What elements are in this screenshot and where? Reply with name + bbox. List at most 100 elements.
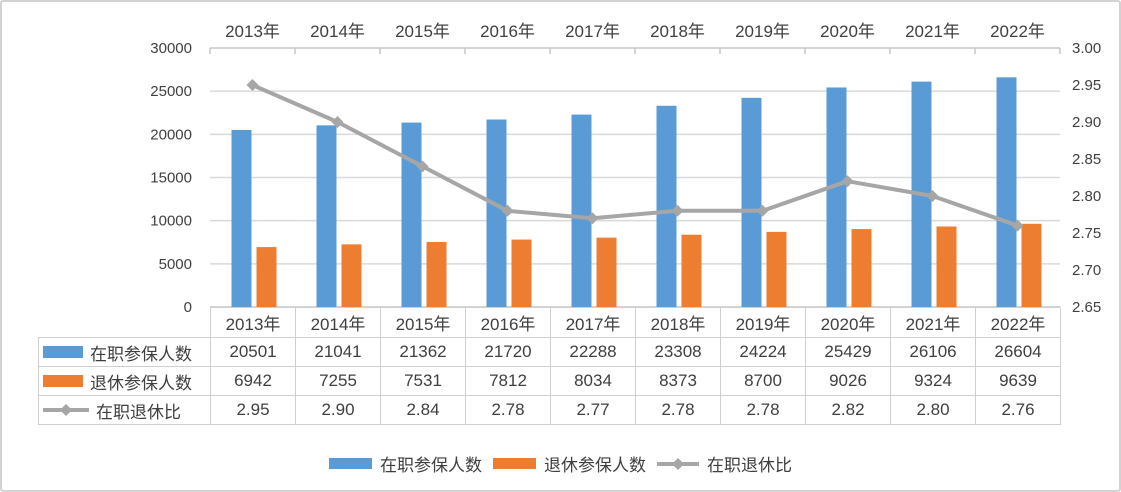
category-label: 2016年 bbox=[480, 22, 535, 41]
table-year-header: 2019年 bbox=[720, 307, 806, 338]
legend-item: 在职参保人数 bbox=[329, 451, 482, 476]
bar-segment bbox=[256, 247, 277, 307]
table-value-cell: 26106 bbox=[890, 337, 976, 367]
bar-segment bbox=[426, 241, 447, 307]
axis-label-right: 2.85 bbox=[1072, 151, 1101, 168]
table-header-row: 2013年 2014年 2015年 2016年 2017年 2018年 2019年 2020年… bbox=[39, 307, 1061, 338]
table-value-cell: 21362 bbox=[380, 337, 466, 367]
axis-label-right: 2.95 bbox=[1072, 77, 1101, 94]
table-value-cell: 2.82 bbox=[805, 395, 891, 425]
table-row-header: 在职参保人数 bbox=[38, 337, 211, 367]
bar-segment bbox=[316, 125, 337, 307]
category-label: 2015年 bbox=[395, 22, 450, 41]
bar-segment bbox=[656, 105, 677, 308]
data-table-wrap: 2013年 2014年 2015年 2016年 2017年 2018年 2019年 2020年… bbox=[38, 307, 1061, 425]
table-value-cell: 8700 bbox=[720, 366, 806, 396]
legend-item: 退休参保人数 bbox=[493, 451, 646, 476]
line-series bbox=[250, 83, 1020, 228]
bar-segment bbox=[1021, 223, 1042, 307]
table-year-header: 2021年 bbox=[890, 307, 976, 338]
table-value-cell: 25429 bbox=[805, 337, 891, 367]
axis-label-left: 30000 bbox=[150, 40, 192, 57]
axis-label-right: 2.90 bbox=[1072, 114, 1101, 131]
row-header-inner: 退休参保人数 bbox=[40, 369, 210, 394]
axis-label-left: 5000 bbox=[159, 256, 192, 273]
category-label: 2018年 bbox=[650, 22, 705, 41]
table-value-cell: 26604 bbox=[975, 337, 1061, 367]
category-label: 2020年 bbox=[820, 22, 875, 41]
table-value-cell: 2.76 bbox=[975, 395, 1061, 425]
axis-label-left: 15000 bbox=[150, 170, 192, 187]
line-point-marker bbox=[671, 204, 684, 217]
bar-segment bbox=[681, 234, 702, 307]
axis-label-right: 3.00 bbox=[1072, 40, 1101, 57]
table-value-cell: 8034 bbox=[550, 366, 636, 396]
line-point-marker bbox=[841, 175, 854, 188]
table-value-cell: 2.78 bbox=[720, 395, 806, 425]
table-year-header: 2013年 bbox=[210, 307, 296, 338]
line-point-marker bbox=[416, 160, 429, 173]
table-row: 在职参保人数 20501 21041 21362 21720 22288 23308 2422… bbox=[38, 337, 1061, 367]
table-value-cell: 9026 bbox=[805, 366, 891, 396]
series-name: 在职参保人数 bbox=[90, 344, 192, 364]
table-value-cell: 2.78 bbox=[635, 395, 721, 425]
table-value-cell: 2.95 bbox=[210, 395, 296, 425]
table-value-cell: 22288 bbox=[550, 337, 636, 367]
table-row: 退休参保人数 6942 7255 7531 7812 8034 8373 8700 9026 93… bbox=[38, 366, 1061, 396]
category-label: 2014年 bbox=[310, 22, 365, 41]
legend-label: 退休参保人数 bbox=[544, 456, 646, 475]
bar-segment bbox=[341, 244, 362, 307]
bar-segment bbox=[741, 97, 762, 307]
category-label: 2017年 bbox=[565, 22, 620, 41]
table-year-header: 2016年 bbox=[465, 307, 551, 338]
line-point-marker bbox=[756, 204, 769, 217]
bar-segment bbox=[936, 226, 957, 307]
category-label: 2021年 bbox=[905, 22, 960, 41]
axis-label-right: 2.65 bbox=[1072, 299, 1101, 316]
legend-bar-swatch-icon bbox=[493, 458, 536, 469]
table-row-header: 在职退休比 bbox=[38, 395, 211, 425]
table-value-cell: 7812 bbox=[465, 366, 551, 396]
bar-segment bbox=[851, 229, 872, 307]
bar-segment bbox=[826, 87, 847, 307]
category-label: 2022年 bbox=[990, 22, 1045, 41]
table-value-cell: 2.77 bbox=[550, 395, 636, 425]
table-row: 在职退休比 2.95 2.90 2.84 2.78 2.77 2.78 2.78 2.82 2.8… bbox=[38, 395, 1061, 425]
table-value-cell: 9324 bbox=[890, 366, 976, 396]
table-value-cell: 9639 bbox=[975, 366, 1061, 396]
table-year-header: 2020年 bbox=[805, 307, 891, 338]
bar-segment bbox=[401, 122, 422, 307]
bar-segment bbox=[571, 114, 592, 308]
line-point-marker bbox=[586, 212, 599, 225]
table-value-cell: 21041 bbox=[295, 337, 381, 367]
legend-item: 在职退休比 bbox=[657, 451, 792, 476]
category-label: 2019年 bbox=[735, 22, 790, 41]
table-value-cell: 20501 bbox=[210, 337, 296, 367]
row-header-inner: 在职退休比 bbox=[40, 398, 210, 423]
bar-segment bbox=[231, 130, 252, 307]
table-row-header: 退休参保人数 bbox=[38, 366, 211, 396]
bar-segment bbox=[996, 77, 1017, 307]
table-value-cell: 2.80 bbox=[890, 395, 976, 425]
combo-chart-svg: 2013年 2014年 2015年 2016年 2017年 2018年 2019年 2020年… bbox=[150, 22, 1101, 316]
table-value-cell: 2.78 bbox=[465, 395, 551, 425]
axis-label-left: 0 bbox=[184, 299, 192, 316]
line-point-marker bbox=[926, 190, 939, 202]
chart-legend: 在职参保人数 退休参保人数 在职退休比 bbox=[2, 451, 1119, 476]
table-value-cell: 7531 bbox=[380, 366, 466, 396]
line-point-marker bbox=[501, 204, 514, 217]
axis-label-right: 2.75 bbox=[1072, 225, 1101, 242]
table-value-cell: 24224 bbox=[720, 337, 806, 367]
bar-segment bbox=[596, 237, 617, 307]
table-corner-cell bbox=[39, 308, 211, 338]
series-key-swatch bbox=[43, 346, 83, 358]
legend-line-key-icon bbox=[657, 457, 699, 470]
legend-label: 在职参保人数 bbox=[380, 456, 482, 475]
row-header-inner: 在职参保人数 bbox=[40, 340, 210, 365]
axis-label-left: 10000 bbox=[150, 213, 192, 230]
line-point-marker bbox=[331, 116, 344, 128]
bar-segment bbox=[766, 231, 787, 307]
table-year-header: 2015年 bbox=[380, 307, 466, 338]
table-year-header: 2017年 bbox=[550, 307, 636, 338]
